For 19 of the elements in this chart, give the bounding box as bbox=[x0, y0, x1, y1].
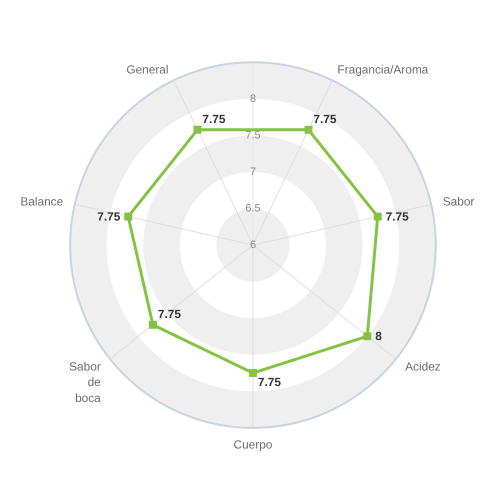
y-tick-label: 6 bbox=[250, 239, 256, 252]
y-tick-label: 6.5 bbox=[245, 202, 261, 214]
spoke-label: Balance bbox=[20, 194, 64, 209]
spoke-label: General bbox=[126, 62, 169, 77]
spoke-label: Sabor bbox=[442, 194, 474, 209]
spoke-label: Fragancia/Aroma bbox=[337, 62, 429, 77]
data-label: 8 bbox=[375, 329, 382, 344]
spoke-label: Sabor de boca bbox=[69, 359, 102, 406]
y-tick-label: 7.5 bbox=[245, 129, 261, 142]
spoke-label: Cuerpo bbox=[234, 438, 273, 452]
data-label: 7.75 bbox=[202, 112, 226, 126]
data-label: 7.75 bbox=[386, 210, 410, 224]
spoke-label: Acidez bbox=[405, 359, 441, 374]
data-label: 7.75 bbox=[158, 306, 182, 321]
y-tick-label: 7 bbox=[250, 166, 256, 178]
data-label: 7.75 bbox=[258, 374, 282, 389]
data-label: 7.75 bbox=[97, 210, 121, 224]
data-label: 7.75 bbox=[313, 112, 337, 126]
y-tick-label: 8 bbox=[250, 92, 256, 105]
